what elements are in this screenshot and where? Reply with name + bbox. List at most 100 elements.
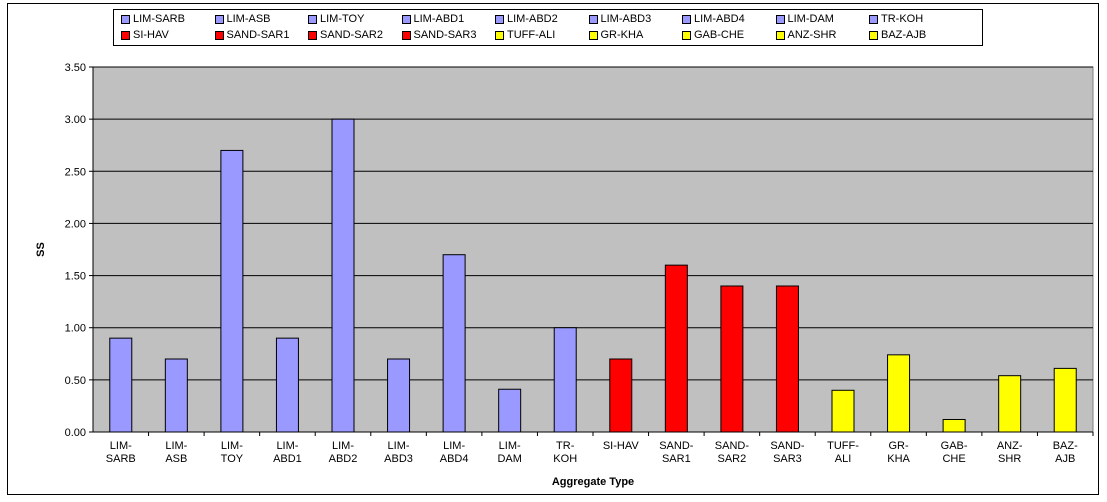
y-tick-label: 3.50 (65, 62, 86, 74)
legend-swatch (308, 30, 317, 40)
y-tick-label: 1.00 (65, 323, 86, 335)
bar-lim-toy (220, 149, 244, 433)
bar-lim-sarb (109, 337, 133, 433)
legend-item: LIM-TOY (308, 12, 364, 26)
legend-label: GR-KHA (600, 29, 644, 41)
legend-item: GAB-CHE (682, 28, 744, 42)
chart-legend: LIM-SARB LIM-ASB LIM-TOY LIM-ABD1 LIM-ABD2 LI… (113, 9, 983, 46)
x-tick-label: LIM- (165, 440, 187, 452)
x-tick-label: SAR1 (662, 453, 691, 465)
legend-swatch (588, 14, 598, 24)
x-tick-label: DAM (497, 453, 521, 465)
x-tick-label: ABD4 (440, 453, 469, 465)
x-tick-label: LIM- (332, 440, 354, 452)
bar-anz-shr (998, 375, 1022, 433)
x-tick-label: LIM- (221, 440, 243, 452)
legend-label: SAND-SAR2 (320, 29, 383, 41)
legend-label: TR-KOH (881, 13, 924, 25)
x-tick-label: ALI (835, 453, 852, 465)
y-axis-title: SS (35, 242, 47, 257)
x-tick-label: SAND- (715, 440, 750, 452)
legend-label: LIM-ABD1 (413, 13, 465, 25)
legend-swatch (682, 14, 691, 24)
legend-label: GAB-CHE (694, 29, 745, 41)
x-tick-label: SAND- (659, 440, 694, 452)
legend-label: LIM-ABD4 (694, 13, 745, 25)
legend-item: GR-KHA (588, 28, 644, 42)
x-tick-label: KOH (553, 453, 577, 465)
legend-swatch (775, 30, 785, 40)
bar-baz-ajb (1053, 367, 1077, 433)
legend-label: SAND-SAR3 (413, 29, 477, 41)
bar-gr-kha (887, 354, 911, 433)
legend-label: ANZ-SHR (787, 29, 837, 41)
legend-swatch (682, 30, 691, 40)
legend-label: LIM-TOY (320, 13, 365, 25)
legend-label: LIM-ABD3 (600, 13, 652, 25)
x-tick-label: TUFF- (827, 440, 859, 452)
legend-swatch (869, 14, 878, 24)
bar-si-hav (609, 358, 633, 433)
x-tick-label: SARB (106, 453, 136, 465)
legend-item: LIM-ASB (214, 12, 271, 26)
legend-label: LIM-SARB (133, 13, 185, 25)
legend-swatch (401, 30, 411, 40)
x-tick-label: LIM- (110, 440, 132, 452)
y-tick-label: 0.00 (65, 427, 86, 439)
bar-gab-che (942, 418, 966, 433)
x-tick-label: SAND- (770, 440, 805, 452)
bar-tuff-ali (831, 389, 855, 433)
legend-item: LIM-ABD3 (588, 12, 652, 26)
x-tick-label: GAB- (941, 440, 968, 452)
legend-item: SAND-SAR1 (214, 28, 290, 42)
legend-label: SAND-SAR1 (226, 29, 290, 41)
legend-swatch (214, 14, 224, 24)
x-tick-label: BAZ- (1053, 440, 1078, 452)
x-tick-label: SHR (998, 453, 1021, 465)
legend-item: TR-KOH (869, 12, 923, 26)
bar-lim-abd3 (387, 358, 411, 433)
legend-label: LIM-ASB (226, 13, 271, 25)
x-tick-label: LIM- (499, 440, 521, 452)
x-tick-label: LIM- (388, 440, 410, 452)
x-axis-title: Aggregate Type (552, 476, 634, 488)
legend-label: SI-HAV (133, 29, 169, 41)
x-tick-label: SI-HAV (603, 440, 640, 452)
bar-sand-sar1 (664, 264, 688, 433)
bar-lim-dam (498, 388, 522, 433)
legend-swatch (588, 30, 598, 40)
legend-item: TUFF-ALI (495, 28, 555, 42)
y-tick-label: 1.50 (65, 271, 86, 283)
x-tick-label: ABD2 (329, 453, 358, 465)
legend-item: SI-HAV (121, 28, 169, 42)
x-tick-label: SAR3 (773, 453, 802, 465)
y-tick-label: 0.50 (65, 375, 86, 387)
legend-swatch (775, 14, 785, 24)
legend-label: LIM-DAM (787, 13, 834, 25)
legend-label: TUFF-ALI (507, 29, 556, 41)
plot-area (92, 66, 1094, 433)
legend-item: LIM-SARB (121, 12, 185, 26)
x-tick-label: TR- (556, 440, 575, 452)
legend-item: LIM-ABD2 (495, 12, 558, 26)
legend-swatch (869, 30, 878, 40)
x-tick-label: LIM- (276, 440, 298, 452)
x-tick-label: LIM- (443, 440, 465, 452)
legend-item: LIM-ABD4 (682, 12, 745, 26)
legend-swatch (495, 14, 504, 24)
x-tick-label: ABD3 (384, 453, 413, 465)
bar-lim-abd4 (442, 254, 466, 433)
bar-lim-asb (164, 358, 188, 433)
legend-item: SAND-SAR2 (308, 28, 383, 42)
bar-lim-abd1 (275, 337, 299, 433)
y-tick-label: 2.00 (65, 218, 86, 230)
x-tick-label: AJB (1055, 453, 1075, 465)
bar-sand-sar2 (720, 285, 744, 433)
legend-label: BAZ-AJB (881, 29, 927, 41)
bar-sand-sar3 (775, 285, 799, 433)
legend-item: LIM-DAM (775, 12, 834, 26)
legend-item: BAZ-AJB (869, 28, 926, 42)
legend-item: LIM-ABD1 (401, 12, 465, 26)
y-tick-label: 2.50 (65, 166, 86, 178)
